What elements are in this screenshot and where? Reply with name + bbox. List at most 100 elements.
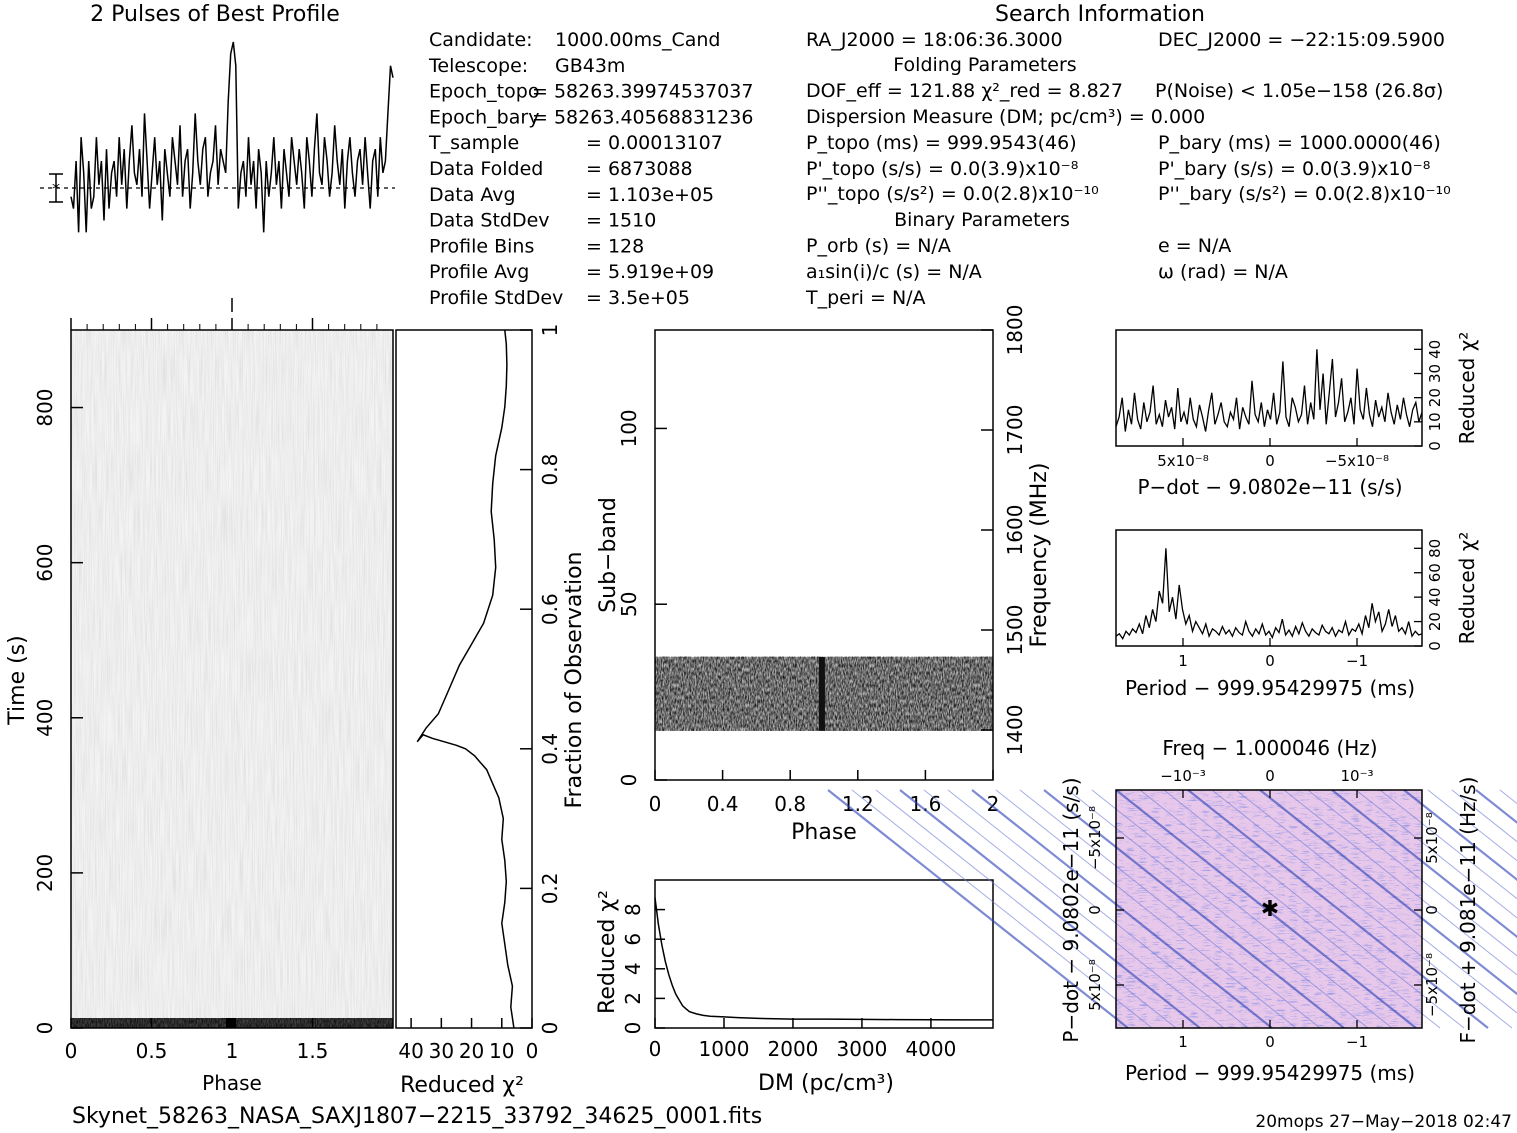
dof-value: DOF_eff = 121.88 χ²_red = 8.827 [806, 80, 1123, 102]
time-phase-y-tick: 800 [33, 388, 57, 426]
svg-text:*: * [52, 179, 60, 198]
time-chi2-x-tick: 30 [429, 1039, 454, 1063]
info-value: GB43m [555, 55, 625, 77]
profile-title: 2 Pulses of Best Profile [90, 2, 340, 27]
time-phase-y-tick: 200 [33, 854, 57, 892]
info-label: Profile Avg [429, 261, 529, 283]
period-pdot-y-tick: −5x10⁻⁸ [1086, 806, 1104, 870]
time-phase-x-tick: 1 [226, 1039, 239, 1063]
stripe [1211, 789, 1513, 1029]
stripe [899, 789, 1201, 1029]
time-chi2-x-tick: 40 [398, 1039, 423, 1063]
time-chi2-x-tick: 20 [459, 1039, 484, 1063]
period-pdot-x2-tick: 10⁻³ [1340, 767, 1373, 785]
info-value: = 6873088 [586, 158, 693, 180]
time-phase-x-tick: 0 [65, 1039, 78, 1063]
omega-value: ω (rad) = N/A [1158, 261, 1288, 283]
period-pdot-y2-tick: 5x10⁻⁸ [1423, 812, 1441, 863]
stripe [1403, 789, 1517, 882]
period-pdot-x2-tick: −10⁻³ [1160, 767, 1206, 785]
info-label: Telescope: [428, 55, 528, 77]
dm-x-tick: 4000 [905, 1037, 956, 1061]
subband-x-tick: 0.4 [707, 792, 739, 816]
period_chi2-y-tick: 80 [1426, 539, 1444, 558]
footer-stamp: 20mops 27−May−2018 02:47 [1255, 1112, 1512, 1132]
dm-y-tick: 4 [621, 962, 645, 975]
noise-value: P(Noise) < 1.05e−158 (26.8σ) [1155, 80, 1443, 102]
dm-y-tick: 6 [621, 933, 645, 946]
period-pdot-x2-tick: 0 [1265, 767, 1275, 785]
stripe [1067, 789, 1369, 1029]
pdot-chi2-panel: 5x10⁻⁸ 0 −5x10⁻⁸ 0 10 20 30 40 P−dot − 9.0802e−1… [1115, 329, 1479, 499]
stripe [971, 789, 1273, 1029]
period-pdot-x-tick: 0 [1265, 1033, 1275, 1051]
time-phase-x-tick: 0.5 [136, 1039, 168, 1063]
time-phase-y-tick: 600 [33, 544, 57, 582]
dm-x-tick: 1000 [699, 1037, 750, 1061]
period_chi2-y-label: Reduced χ² [1455, 532, 1479, 645]
info-label: T_sample [428, 132, 519, 154]
time-chi2-y-tick: 1 [538, 324, 562, 337]
dm-y-tick: 8 [621, 903, 645, 916]
stripe [995, 789, 1297, 1029]
info-value: = 5.919e+09 [586, 261, 714, 283]
time-chi2-x-tick: 10 [489, 1039, 514, 1063]
pdot_chi2-x-tick: 5x10⁻⁸ [1157, 452, 1208, 470]
period-pdot-panel: ✱ 1 0 −1 −10⁻³ 0 10⁻³ 5x10⁻⁸ 0 −5x10⁻⁸ −5x10⁻⁸ 0 5x… [827, 736, 1517, 1085]
pddtopo-value: P''_topo (s/s²) = 0.0(2.8)x10⁻¹⁰ [806, 183, 1099, 205]
time-chi2-y-tick: 0 [538, 1022, 562, 1035]
pdot_chi2-x-tick: 0 [1265, 452, 1275, 470]
period_chi2-y-tick: 20 [1426, 612, 1444, 631]
info-label: Candidate: [429, 29, 533, 51]
folding-heading: Folding Parameters [893, 54, 1076, 76]
pdot_chi2-x-label: P−dot − 9.0802e−11 (s/s) [1137, 475, 1402, 499]
period-pdot-x-tick: 1 [1178, 1033, 1188, 1051]
subband-x-tick: 1.6 [909, 792, 941, 816]
dm-value: Dispersion Measure (DM; pc/cm³) = 0.000 [806, 106, 1205, 128]
time-chi2-x-label: Reduced χ² [400, 1073, 524, 1098]
time-phase-x-tick: 1.5 [297, 1039, 329, 1063]
search-title: Search Information [995, 2, 1205, 27]
subband-pulse [818, 656, 825, 731]
info-label: Profile StdDev [429, 287, 563, 309]
best-fit-marker: ✱ [1261, 897, 1279, 922]
pdtopo-value: P'_topo (s/s) = 0.0(3.9)x10⁻⁸ [806, 158, 1078, 180]
dm-y-tick: 2 [621, 992, 645, 1005]
pdot_chi2-y-label: Reduced χ² [1455, 332, 1479, 445]
period-pdot-y-tick: 0 [1086, 905, 1104, 915]
info-right-column: DEC_J2000 = −22:15:09.5900 P(Noise) < 1.… [1155, 29, 1451, 283]
subband-y-tick: 0 [617, 774, 641, 787]
stripe [1259, 789, 1517, 996]
dm-chi2-panel: 0 1000 2000 3000 4000 0 2 4 6 8 DM (pc/cm³) Reduced… [595, 879, 994, 1096]
period-pdot-x2-label: Freq − 1.000046 (Hz) [1162, 736, 1377, 760]
stripe [1235, 789, 1517, 1014]
subband-x-tick: 0.8 [774, 792, 806, 816]
stripe [1427, 789, 1517, 862]
porb-value: P_orb (s) = N/A [806, 235, 951, 257]
subband-freq-tick: 1500 [1003, 605, 1027, 656]
period_chi2-x-tick: −1 [1346, 652, 1368, 670]
info-label: Epoch_topo [429, 81, 539, 103]
ptopo-value: P_topo (ms) = 999.9543(46) [806, 132, 1077, 154]
stripe [1451, 789, 1517, 843]
period-pdot-y-label: P−dot − 9.0802e−11 (s/s) [1059, 777, 1083, 1042]
time-phase-y-label: Time (s) [5, 635, 30, 725]
time-chi2-x-tick: 0 [526, 1039, 539, 1063]
stripe [1307, 789, 1517, 957]
stripe [851, 789, 1153, 1029]
time-chi2-panel: 40 30 20 10 0 0 0.2 0.4 0.6 0.8 1 Reduced χ² Fractio… [395, 324, 587, 1098]
subband-x-label: Phase [791, 820, 857, 845]
pbary-value: P_bary (ms) = 1000.0000(46) [1158, 132, 1441, 154]
stripe [923, 789, 1225, 1029]
period_chi2-x-tick: 1 [1178, 652, 1188, 670]
info-value: = 3.5e+05 [586, 287, 690, 309]
time-chi2-y-tick: 0.6 [538, 593, 562, 625]
info-value: = 128 [586, 235, 644, 257]
stripe [1043, 789, 1345, 1029]
info-left-column: Candidate: 1000.00ms_Cand Telescope: GB43m E… [428, 29, 753, 309]
dm-x-label: DM (pc/cm³) [758, 1071, 894, 1096]
stripe [875, 789, 1177, 1029]
stripe [1091, 789, 1393, 1029]
stripe [1283, 789, 1517, 976]
profile-series [70, 41, 394, 233]
